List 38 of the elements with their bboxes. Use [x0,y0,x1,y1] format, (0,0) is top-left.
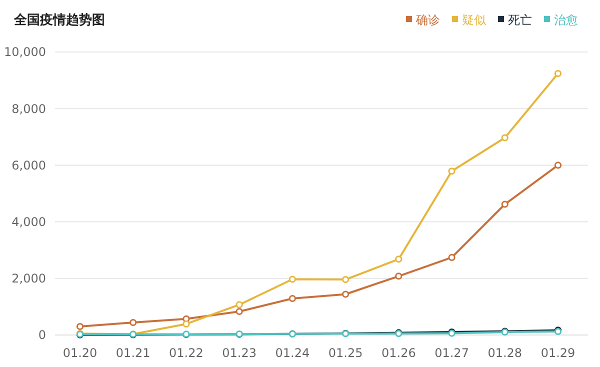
legend-label: 治愈 [554,13,578,27]
point [395,256,402,263]
legend-label: 疑似 [462,13,486,27]
legend-label: 死亡 [508,13,532,27]
x-tick-label: 01.27 [434,346,469,360]
point [395,272,402,280]
x-tick-label: 01.28 [488,346,522,360]
y-tick-label: 4,000 [12,215,46,229]
point [236,301,243,308]
y-tick-label: 0 [38,328,46,342]
x-tick-label: 01.25 [328,346,363,360]
point [182,320,190,328]
x-tick-label: 01.23 [222,346,257,360]
point [501,200,508,208]
point [236,308,243,316]
point [448,254,456,262]
point [76,322,84,330]
y-tick-label: 10,000 [4,45,46,60]
point [501,134,508,142]
point [130,319,137,326]
point [554,70,562,78]
point [554,162,562,169]
point [288,276,296,283]
x-tick-label: 01.24 [275,346,310,360]
point [342,290,350,298]
point [342,276,350,284]
legend-label: 确诊 [415,13,440,27]
y-tick-label: 6,000 [12,158,46,172]
y-tick-label: 8,000 [12,102,46,116]
x-tick-label: 01.26 [381,346,416,360]
y-tick-label: 2,000 [12,272,46,286]
x-tick-label: 01.21 [116,346,150,360]
x-tick-label: 01.29 [540,346,576,360]
point [288,294,296,302]
x-tick-label: 01.22 [169,346,204,360]
point [448,168,456,175]
x-tick-label: 01.20 [62,346,98,360]
chart-title: 全国疫情趋势图 [13,12,105,28]
